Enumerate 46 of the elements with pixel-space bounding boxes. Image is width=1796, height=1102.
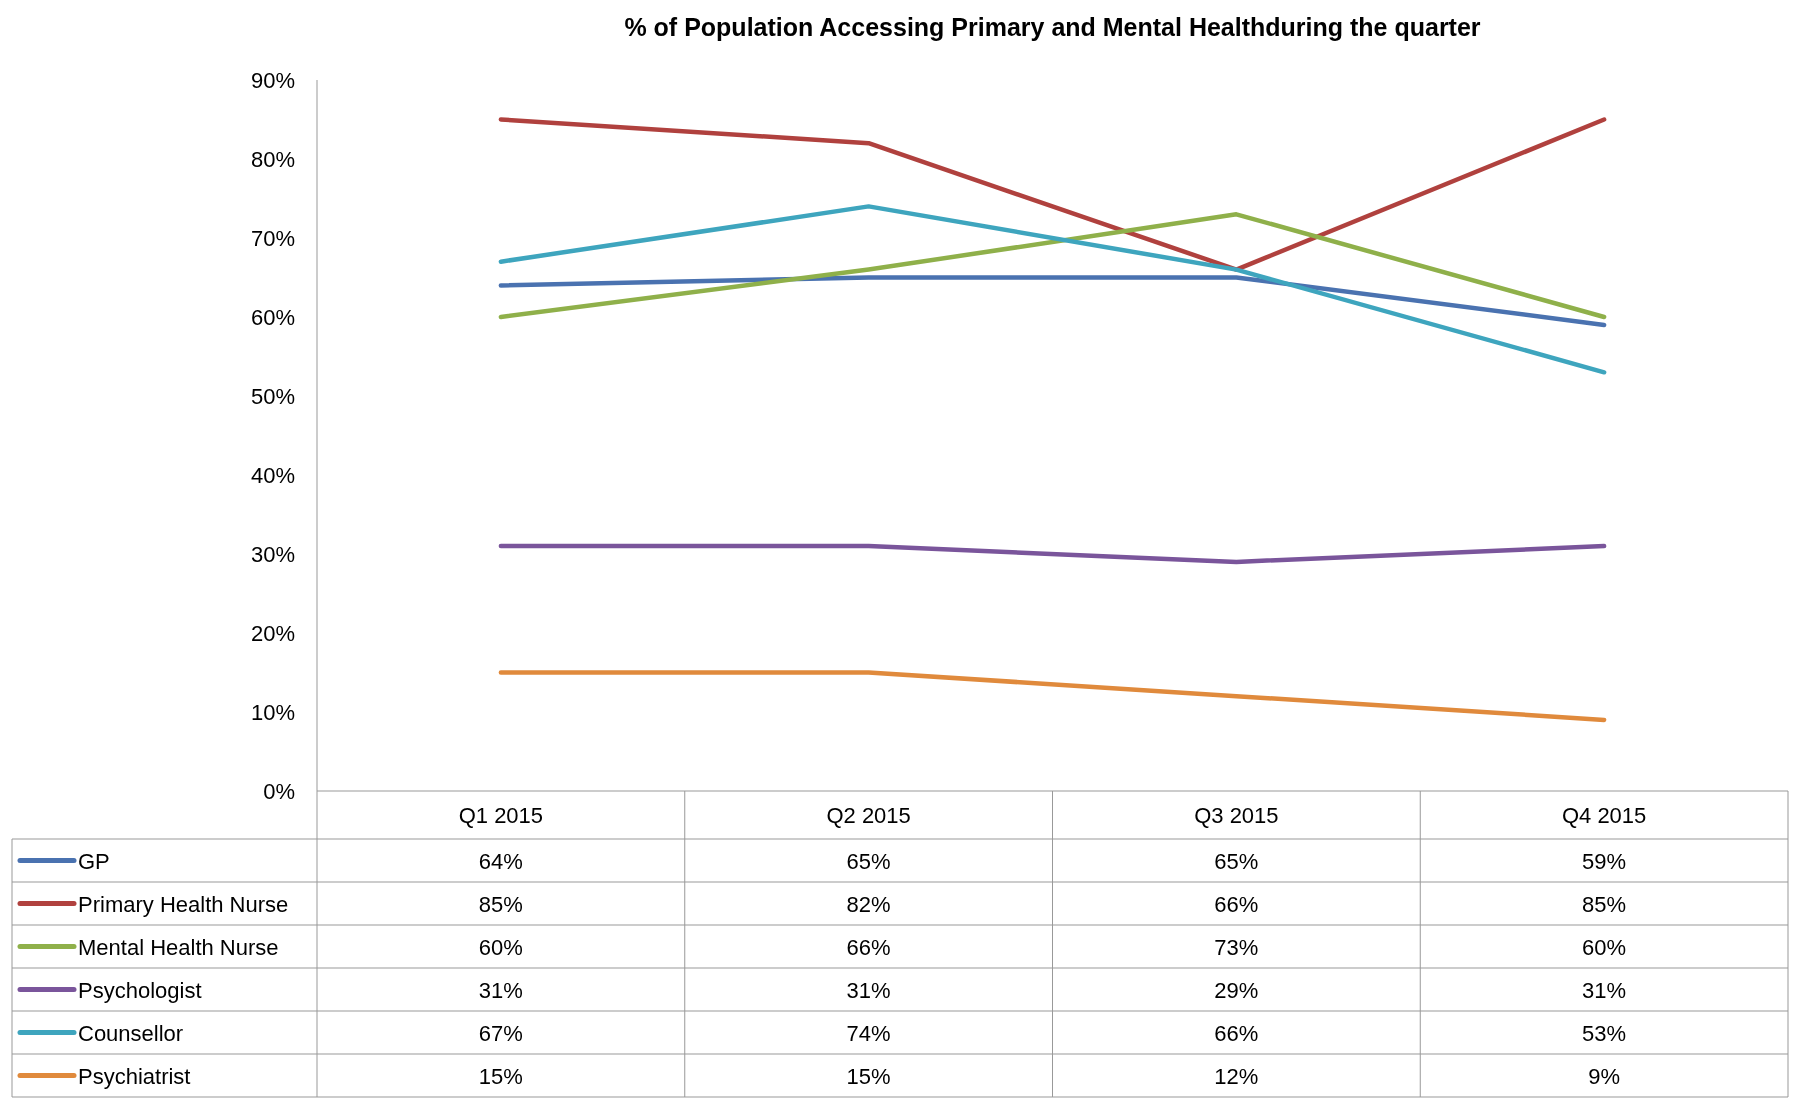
y-tick-label: 60% — [250, 305, 295, 330]
legend-label: Counsellor — [78, 1020, 184, 1046]
y-tick-label: 40% — [250, 463, 295, 488]
legend-label: Psychiatrist — [78, 1063, 191, 1089]
data-label: 15% — [478, 1063, 523, 1089]
data-label: 64% — [478, 848, 523, 874]
data-label: 59% — [1582, 848, 1627, 874]
data-label: 66% — [1214, 1020, 1259, 1046]
data-label: 15% — [846, 1063, 891, 1089]
data-label: 82% — [846, 891, 891, 917]
x-tick-label: Q4 2015 — [1561, 803, 1647, 828]
data-label: 53% — [1582, 1020, 1627, 1046]
y-tick-label: 80% — [250, 147, 295, 172]
y-tick-label: 30% — [250, 542, 295, 567]
y-tick-label: 70% — [250, 226, 295, 251]
data-label: 9% — [1588, 1063, 1621, 1089]
legend-label: Primary Health Nurse — [78, 891, 289, 917]
data-label: 73% — [1214, 934, 1259, 960]
data-label: 65% — [846, 848, 891, 874]
y-tick-label: 0% — [263, 779, 295, 804]
y-tick-label: 20% — [250, 621, 295, 646]
line-series — [498, 204, 1607, 375]
data-label: 12% — [1214, 1063, 1259, 1089]
legend-label: Mental Health Nurse — [78, 934, 279, 960]
data-label: 66% — [1214, 891, 1259, 917]
y-tick-label: 50% — [250, 384, 295, 409]
data-label: 31% — [846, 977, 891, 1003]
y-tick-label: 10% — [250, 700, 295, 725]
data-label: 60% — [1582, 934, 1627, 960]
data-label: 31% — [1582, 977, 1627, 1003]
data-label: 67% — [478, 1020, 523, 1046]
x-tick-label: Q1 2015 — [458, 803, 544, 828]
data-label: 65% — [1214, 848, 1259, 874]
data-label: 74% — [846, 1020, 891, 1046]
data-label: 60% — [478, 934, 523, 960]
chart-title: % of Population Accessing Primary and Mental Healthduring the quarter — [624, 13, 1481, 41]
x-tick-label: Q2 2015 — [826, 803, 911, 828]
legend-label: Psychologist — [78, 977, 202, 1003]
data-label: 66% — [846, 934, 891, 960]
data-label: 85% — [478, 891, 523, 917]
legend-label: GP — [78, 848, 110, 874]
data-label: 85% — [1582, 891, 1627, 917]
data-label: 29% — [1214, 977, 1259, 1003]
y-tick-label: 90% — [250, 68, 295, 93]
data-label: 31% — [478, 977, 523, 1003]
x-tick-label: Q3 2015 — [1194, 803, 1279, 828]
